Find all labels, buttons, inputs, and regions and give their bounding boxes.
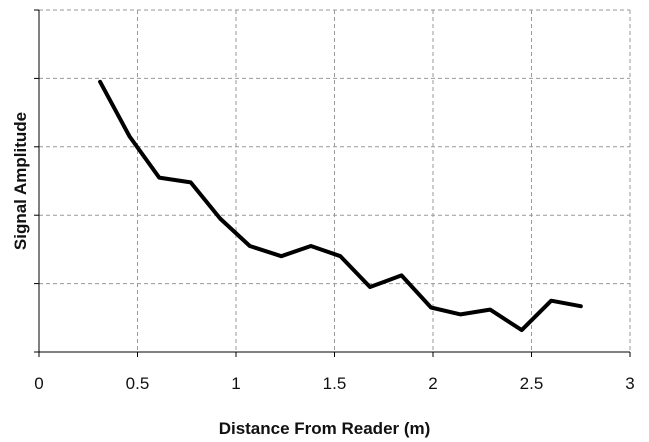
x-tick-label: 1 bbox=[231, 374, 240, 393]
x-tick-label: 0.5 bbox=[126, 374, 150, 393]
axes bbox=[34, 9, 631, 357]
series-line bbox=[98, 79, 583, 333]
x-tick-label: 1.5 bbox=[323, 374, 347, 393]
x-tick-label: 2.5 bbox=[520, 374, 544, 393]
x-tick-label: 2 bbox=[428, 374, 437, 393]
x-axis-title: Distance From Reader (m) bbox=[219, 419, 431, 438]
y-axis-title: Signal Amplitude bbox=[11, 112, 30, 250]
grid bbox=[39, 9, 631, 352]
series bbox=[98, 79, 583, 333]
x-tick-labels: 0 0.5 1 1.5 2 2.5 3 bbox=[34, 374, 634, 393]
x-tick-label: 0 bbox=[34, 374, 43, 393]
x-tick-label: 3 bbox=[625, 374, 634, 393]
